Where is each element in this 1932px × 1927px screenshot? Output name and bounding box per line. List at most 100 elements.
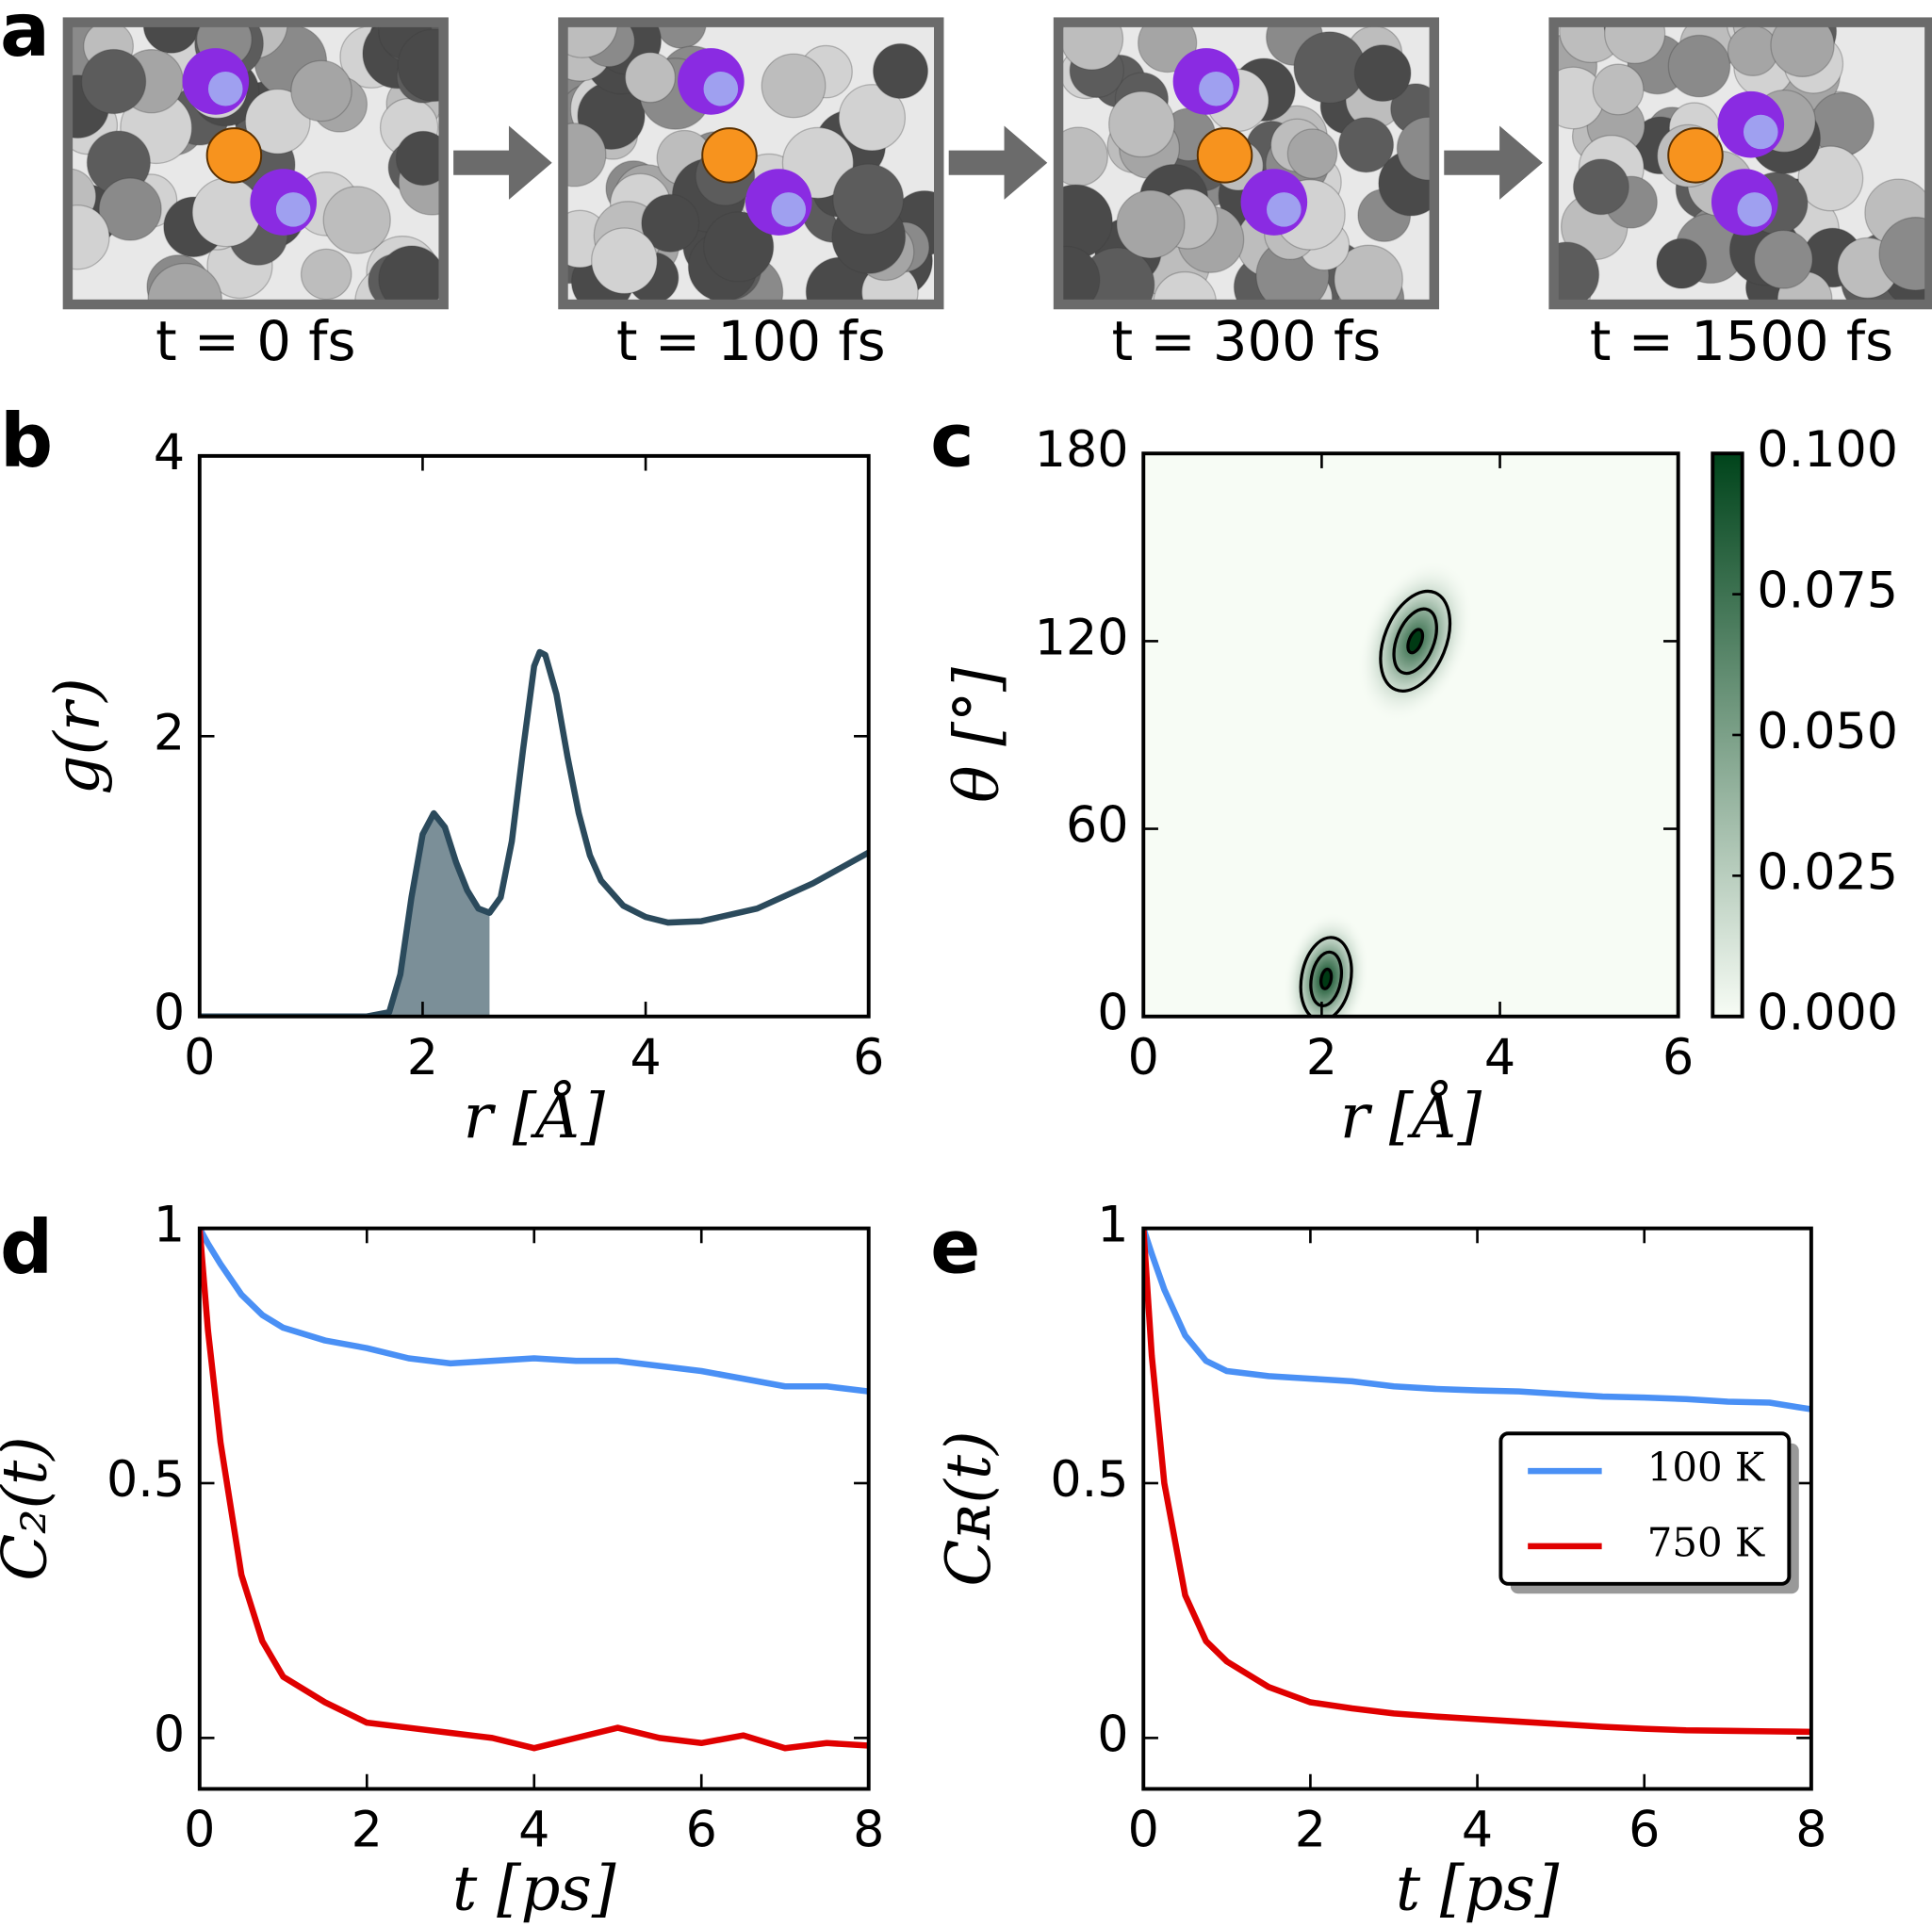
atom <box>832 163 905 236</box>
atom <box>1108 90 1175 158</box>
x-axis-label: r [Å] <box>1340 1080 1482 1152</box>
panel-label: a <box>0 0 50 73</box>
atom <box>1753 229 1813 289</box>
data-line <box>199 1228 869 1752</box>
colorbar-tick-label: 0.025 <box>1757 843 1898 901</box>
y-tick-label: 0.5 <box>1050 1451 1128 1509</box>
x-tick-label: 2 <box>352 1802 383 1859</box>
atom <box>1116 189 1186 259</box>
contour <box>1379 589 1452 693</box>
x-tick-label: 4 <box>518 1802 549 1859</box>
atom <box>1553 241 1600 305</box>
atom <box>1286 128 1338 179</box>
atom <box>838 84 907 152</box>
atom <box>1592 63 1645 116</box>
x-tick-label: 6 <box>686 1802 717 1859</box>
plot-area <box>199 648 869 1017</box>
data-line <box>199 648 869 1017</box>
axes-frame <box>1141 451 1680 1019</box>
x-tick-label: 8 <box>853 1802 884 1859</box>
x-tick-label: 0 <box>1128 1802 1159 1859</box>
x-tick-label: 4 <box>1462 1802 1493 1859</box>
x-tick-label: 6 <box>1629 1802 1660 1859</box>
panel-label: e <box>930 1205 980 1291</box>
molecule-h <box>1743 114 1778 150</box>
snapshot-caption: t = 0 fs <box>156 310 355 373</box>
snapshots: t = 0 fs t = 100 fs t = 300 fs t = 1500 fs <box>62 17 1932 373</box>
y-tick-label: 2 <box>154 704 185 761</box>
atom <box>1727 24 1779 76</box>
x-tick-label: 2 <box>407 1029 438 1086</box>
atom <box>397 28 444 103</box>
legend-label: 100 K <box>1647 1445 1765 1491</box>
atom <box>1810 91 1875 156</box>
snapshot-caption: t = 300 fs <box>1112 310 1382 373</box>
snapshot-caption: t = 1500 fs <box>1590 310 1893 373</box>
colorbar-tick-label: 0.050 <box>1757 703 1898 760</box>
atom <box>98 177 162 241</box>
contour <box>1406 628 1425 655</box>
axes-frame <box>197 1226 871 1791</box>
y-tick-label: 120 <box>1035 609 1129 666</box>
atom <box>1572 158 1629 216</box>
shaded-area <box>199 813 490 1017</box>
x-tick-label: 0 <box>1128 1029 1159 1086</box>
atom <box>761 53 827 119</box>
x-axis-label: r [Å] <box>464 1080 606 1152</box>
molecule-h <box>207 71 243 106</box>
snapshot <box>563 22 940 305</box>
snapshot-caption: t = 100 fs <box>616 310 886 373</box>
x-tick-label: 6 <box>1662 1029 1694 1086</box>
plot-area <box>1143 453 1678 1017</box>
chart-panel: 0 2 4 6 0 2 4 r [Å] g(r) <box>42 424 885 1152</box>
atom <box>322 186 391 254</box>
contour <box>1319 967 1334 990</box>
atom <box>1656 237 1708 289</box>
x-axis-label: t [ps] <box>1396 1854 1560 1925</box>
y-axis-label: C₂(t) <box>0 1436 60 1580</box>
panel-label: d <box>0 1205 53 1291</box>
atom <box>1353 44 1412 103</box>
y-tick-label: 0 <box>1097 1706 1128 1763</box>
colorbar-tick-label: 0.000 <box>1757 985 1898 1042</box>
contour <box>1299 936 1353 1017</box>
y-tick-label: 0 <box>154 1706 185 1763</box>
data-line <box>1143 1228 1811 1736</box>
atom <box>1770 22 1835 77</box>
molecule-h <box>1267 192 1302 227</box>
x-tick-label: 0 <box>184 1029 215 1086</box>
atom <box>1797 145 1864 212</box>
arrow <box>1444 125 1543 200</box>
snapshot-frame <box>1548 17 1932 310</box>
contour <box>1392 607 1438 676</box>
heatmap-bg <box>1143 453 1678 1017</box>
atom <box>1058 245 1101 305</box>
atom <box>1878 217 1930 291</box>
atom <box>1334 244 1403 305</box>
atom <box>395 130 444 187</box>
molecule-h <box>771 192 807 227</box>
plot-area <box>1143 1228 1811 1736</box>
x-tick-label: 2 <box>1306 1029 1337 1086</box>
atom <box>191 177 262 248</box>
data-line <box>199 1228 869 1395</box>
snapshot-frame <box>1053 17 1440 310</box>
data-line <box>1143 1228 1811 1413</box>
y-axis-label: θ [°] <box>941 667 1013 803</box>
plot-area <box>199 1228 869 1752</box>
atom <box>378 245 444 305</box>
atom <box>703 211 775 283</box>
snapshot <box>1058 22 1434 305</box>
x-tick-label: 6 <box>853 1029 884 1086</box>
molecule-h <box>1199 71 1234 106</box>
y-tick-label: 4 <box>154 424 185 482</box>
axes-frame <box>197 453 871 1019</box>
chart-panel: 0 2 4 6 8 0 0.5 1 t [ps] C₂(t) <box>0 1197 884 1925</box>
atom <box>1396 116 1434 181</box>
atom <box>290 59 352 122</box>
ion <box>701 127 758 184</box>
snapshot <box>67 22 444 305</box>
x-tick-label: 4 <box>1484 1029 1515 1086</box>
